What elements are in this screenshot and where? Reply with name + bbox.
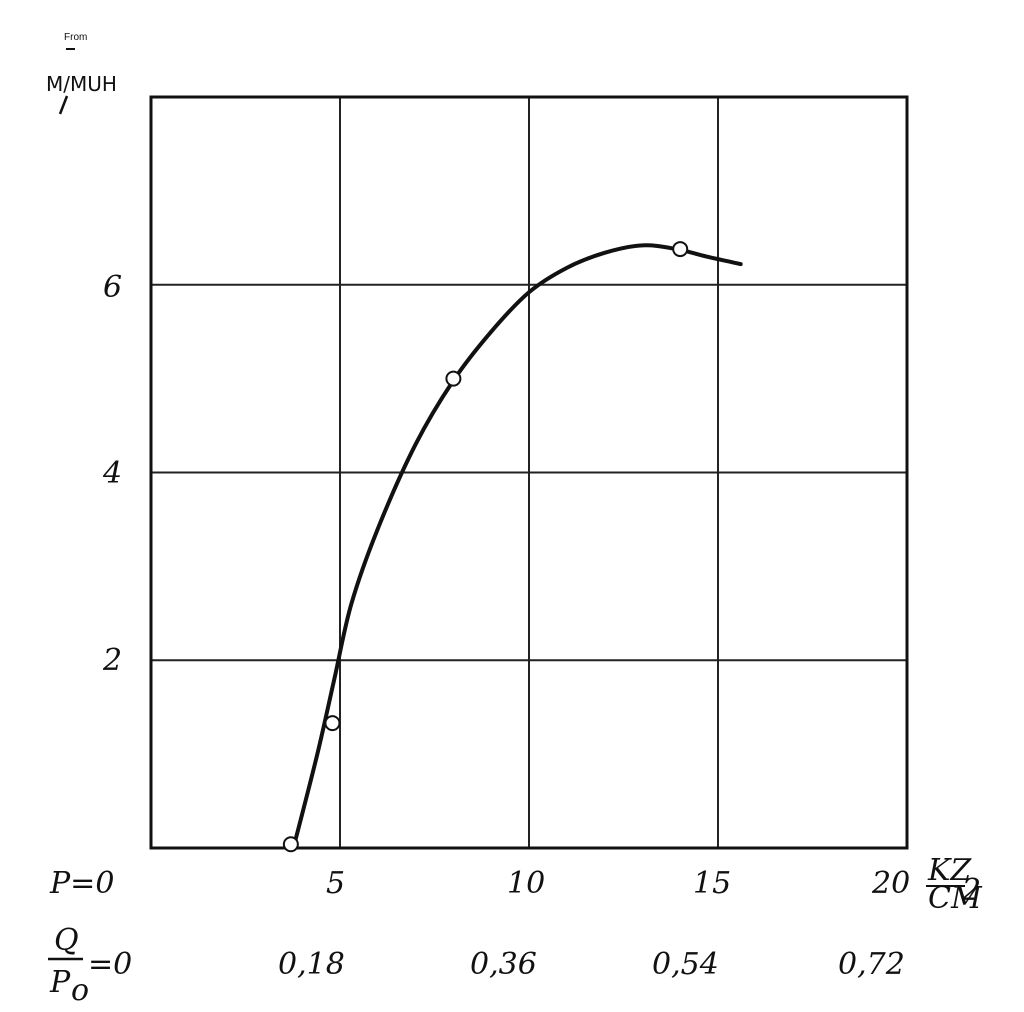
q-tick-label-0-72: 0,72: [838, 947, 905, 982]
grid-layer: [151, 97, 907, 848]
q-tick-label-0-18: 0,18: [278, 947, 345, 982]
y-tick-label-6: 6: [103, 270, 122, 305]
q-tick-label-0-54: 0,54: [652, 947, 719, 982]
x-unit-numerator: KZ: [927, 853, 972, 888]
data-point-4: [672, 241, 689, 258]
x-tick-label-5: 5: [326, 866, 345, 901]
q-fraction-numerator: Q: [54, 923, 79, 958]
q-fraction-denominator-sub: o: [71, 973, 89, 1008]
q-fraction-denominator: P: [49, 965, 71, 1000]
q-zero-label: =0: [88, 947, 132, 982]
y-axis-label: M/MUH: [46, 72, 117, 96]
y-tick-label-4: 4: [102, 456, 122, 491]
curve-layer: [292, 243, 743, 846]
data-point-1: [282, 836, 299, 853]
point-layer: [282, 241, 689, 853]
data-point-3: [445, 370, 462, 387]
y-axis-label-slash: [58, 95, 69, 115]
x-tick-label-15: 15: [693, 866, 731, 901]
data-point-2: [324, 715, 341, 732]
y-axis-top-label: From: [64, 32, 87, 43]
x-unit-exponent: 2: [961, 873, 981, 908]
plot-frame: [149, 95, 909, 850]
x-tick-label-20: 20: [871, 866, 910, 901]
q-tick-label-0-36: 0,36: [470, 947, 537, 982]
series-curve: [292, 243, 743, 846]
y-tick-label-2: 2: [102, 643, 122, 678]
x-unit-denominator: CM: [928, 881, 983, 916]
x-tick-label-10: 10: [507, 866, 545, 901]
x-zero-label: P=0: [49, 866, 114, 901]
